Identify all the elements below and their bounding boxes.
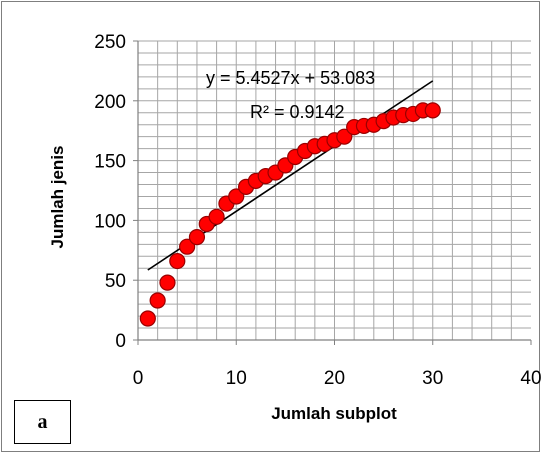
x-tick-label: 0 <box>133 368 144 389</box>
data-point <box>159 274 176 291</box>
data-point <box>228 188 245 205</box>
x-axis-title: Jumlah subplot <box>271 404 397 423</box>
grid-lines <box>138 40 531 340</box>
data-point <box>208 208 225 225</box>
data-point <box>424 102 441 119</box>
x-tick-label: 10 <box>226 368 247 389</box>
x-tick-label: 30 <box>422 368 443 389</box>
y-tick-label: 50 <box>105 271 126 292</box>
data-point <box>188 229 206 246</box>
data-point <box>169 252 186 270</box>
y-tick-label: 100 <box>94 211 126 232</box>
y-tick-label: 150 <box>94 152 126 173</box>
y-tick-label: 250 <box>94 32 126 53</box>
data-point <box>336 128 353 145</box>
y-tick-label: 0 <box>115 331 126 352</box>
x-tick-label: 40 <box>520 368 541 389</box>
y-axis-title: Jumlah jenis <box>48 146 67 249</box>
y-tick-label: 200 <box>94 92 126 113</box>
data-point <box>179 238 196 255</box>
data-points <box>139 102 441 327</box>
trendline-annotations: y = 5.4527x + 53.083 R² = 0.9142 <box>206 68 375 122</box>
data-point <box>149 292 166 309</box>
x-tick-label: 20 <box>324 368 345 389</box>
axes <box>133 40 532 345</box>
y-tick-labels: 0 50 100 150 200 250 <box>94 32 126 352</box>
data-point <box>139 310 156 327</box>
trendline-r-squared: R² = 0.9142 <box>250 102 345 122</box>
trendline-equation: y = 5.4527x + 53.083 <box>206 68 375 88</box>
panel-label: a <box>14 400 71 444</box>
x-tick-labels: 0 10 20 30 40 <box>133 368 541 389</box>
